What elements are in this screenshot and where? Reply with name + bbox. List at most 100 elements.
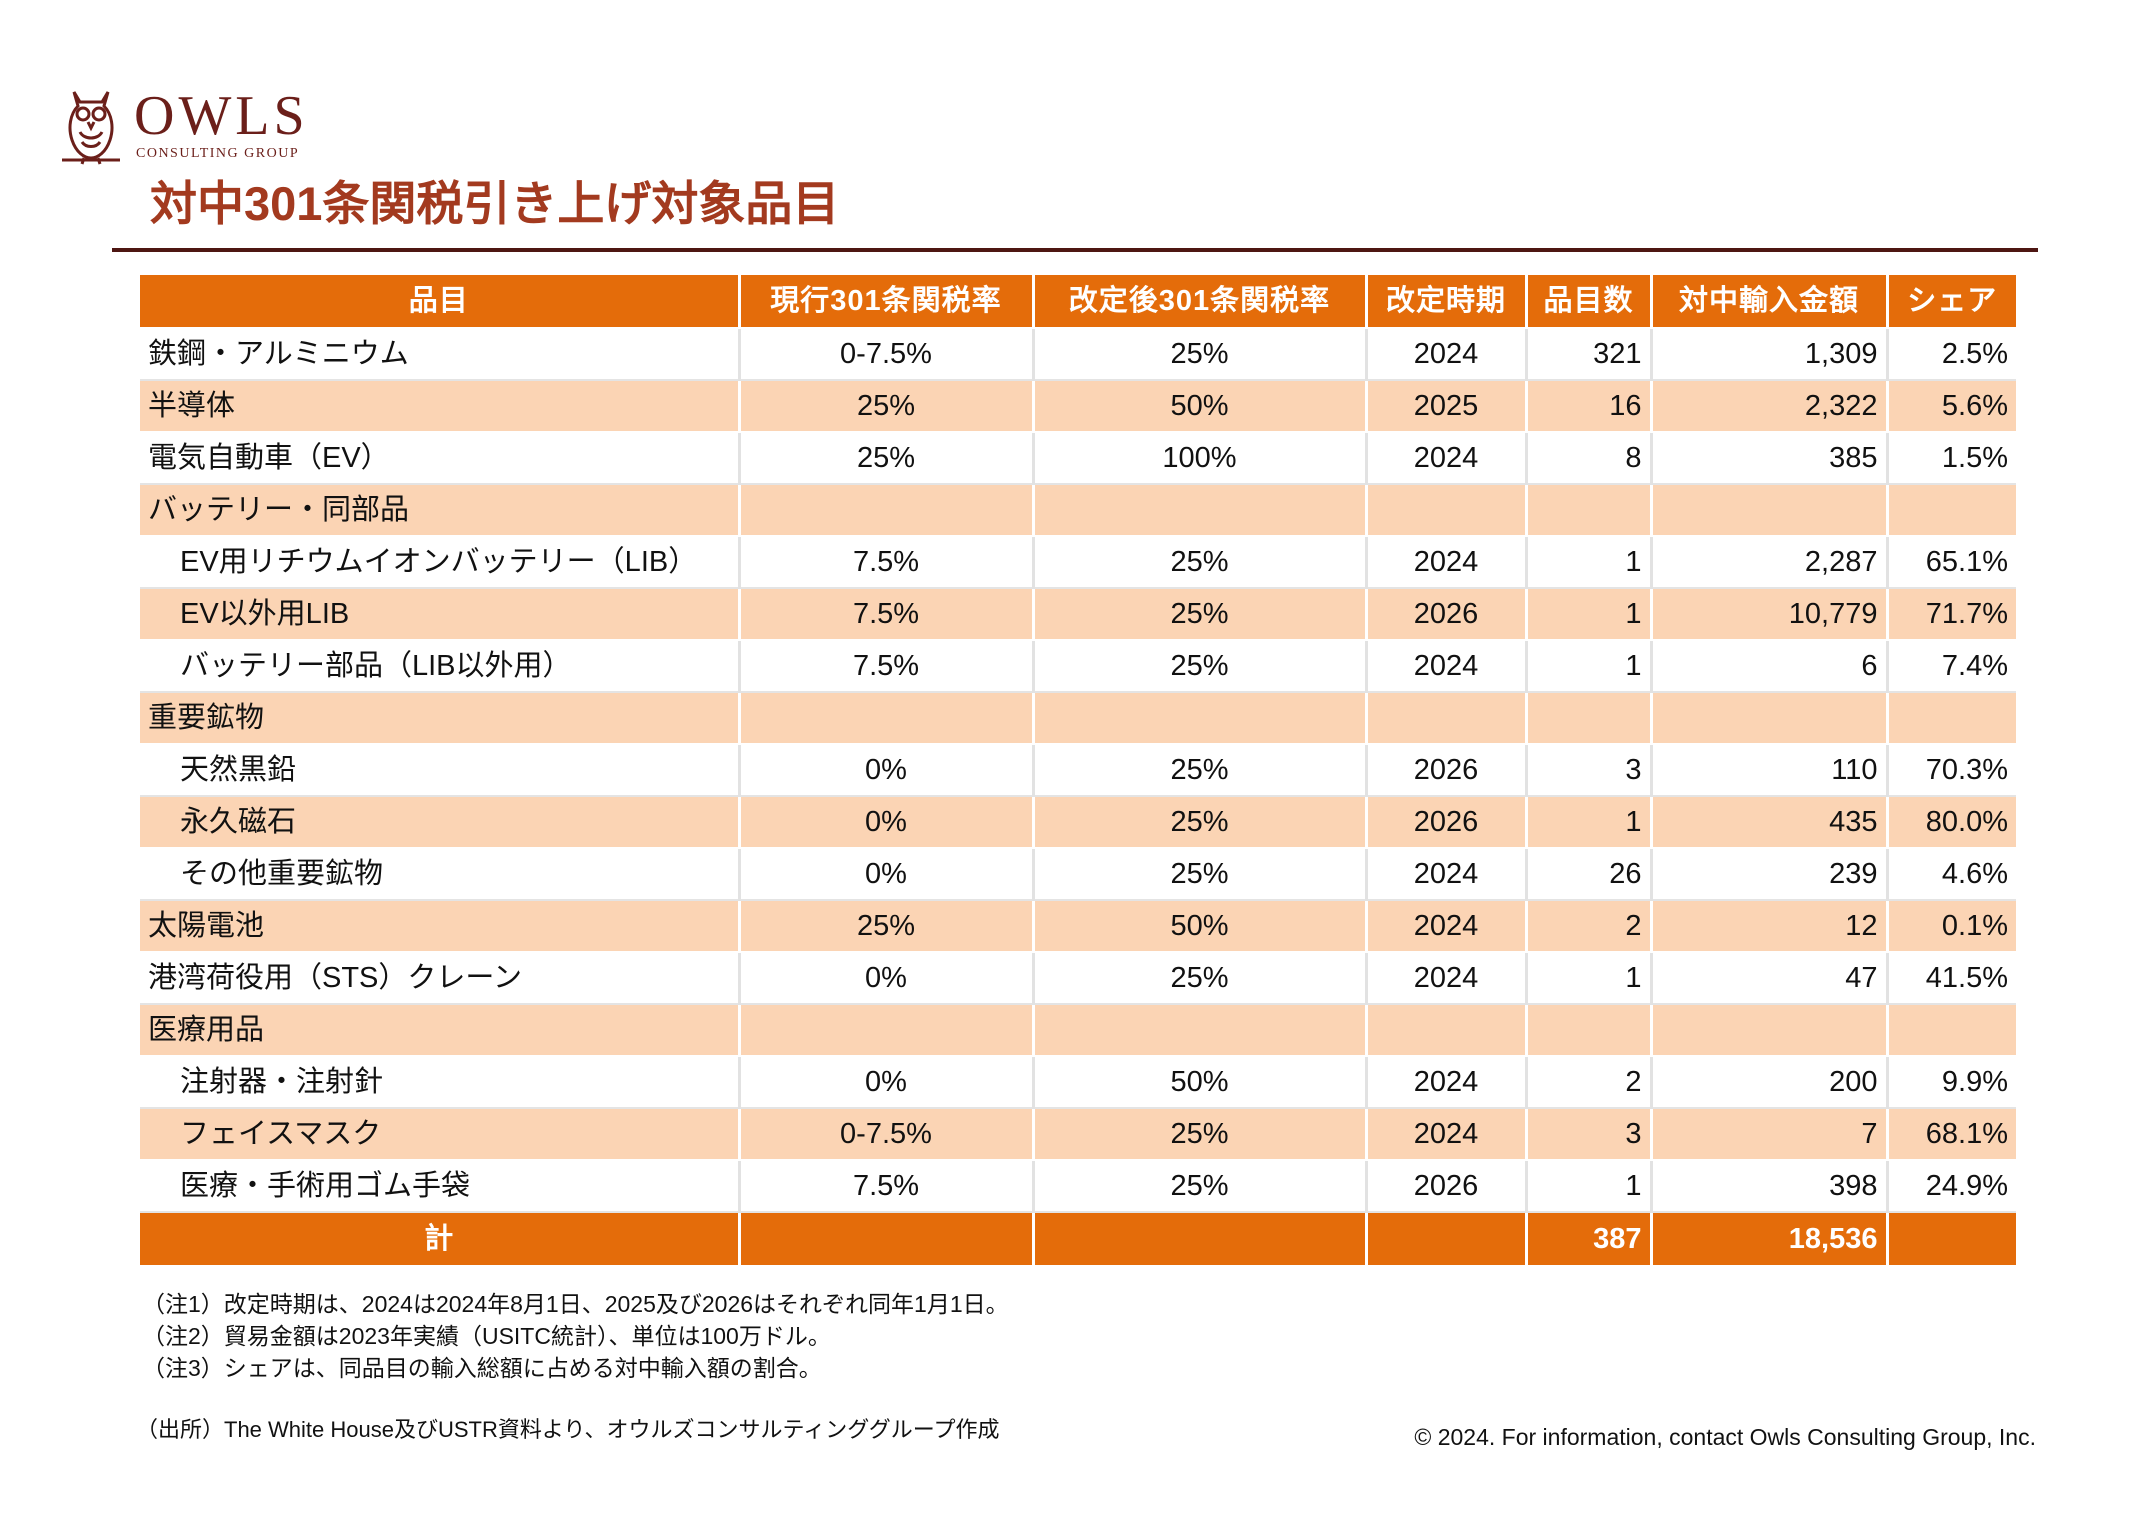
col-header-timing: 改定時期 <box>1366 275 1528 329</box>
table-row: フェイスマスク 0-7.5% 25% 2024 3 7 68.1% <box>140 1108 2016 1161</box>
cell-revised-rate <box>1033 692 1368 745</box>
cell-item-count: 1 <box>1526 640 1653 693</box>
cell-item-name: 港湾荷役用（STS）クレーン <box>140 952 741 1005</box>
col-header-current-rate: 現行301条関税率 <box>739 275 1035 329</box>
table-row: EV用リチウムイオンバッテリー（LIB） 7.5% 25% 2024 1 2,287 65.… <box>140 536 2016 589</box>
footnote-3: （注3）シェアは、同品目の輸入総額に占める対中輸入額の割合。 <box>142 1355 822 1381</box>
cell-revised-rate: 25% <box>1033 848 1368 901</box>
cell-share: 24.9% <box>1887 1160 2016 1213</box>
cell-item-name: その他重要鉱物 <box>140 848 741 901</box>
table-row: 天然黒鉛 0% 25% 2026 3 110 70.3% <box>140 744 2016 797</box>
cell-item-name: EV以外用LIB <box>140 588 741 641</box>
cell-import-amount: 2,287 <box>1651 536 1889 589</box>
cell-share: 80.0% <box>1887 796 2016 849</box>
table-row: バッテリー部品（LIB以外用） 7.5% 25% 2024 1 6 7.4% <box>140 640 2016 693</box>
cell-share: 2.5% <box>1887 328 2016 381</box>
cell-revised-rate: 25% <box>1033 588 1368 641</box>
cell-revised-rate: 25% <box>1033 328 1368 381</box>
cell-item-count: 1 <box>1526 536 1653 589</box>
cell-current-rate <box>739 484 1035 537</box>
table-header-row: 品目 現行301条関税率 改定後301条関税率 改定時期 品目数 対中輸入金額 … <box>140 275 2016 329</box>
total-current-empty <box>739 1212 1035 1265</box>
table-row: 医療用品 <box>140 1004 2016 1057</box>
cell-import-amount: 200 <box>1651 1056 1889 1109</box>
footnote-2: （注2）貿易金額は2023年実績（USITC統計）、単位は100万ドル。 <box>142 1323 831 1349</box>
footnotes: （注1）改定時期は、2024は2024年8月1日、2025及び2026はそれぞれ… <box>142 1288 1009 1384</box>
table-row: 医療・手術用ゴム手袋 7.5% 25% 2026 1 398 24.9% <box>140 1160 2016 1213</box>
cell-item-count: 1 <box>1526 588 1653 641</box>
cell-item-count <box>1526 1004 1653 1057</box>
total-timing-empty <box>1366 1212 1528 1265</box>
cell-item-count <box>1526 484 1653 537</box>
cell-item-count: 321 <box>1526 328 1653 381</box>
title-divider <box>112 248 2038 252</box>
owl-icon <box>62 91 120 165</box>
cell-revised-rate: 50% <box>1033 380 1368 433</box>
cell-share: 1.5% <box>1887 432 2016 485</box>
total-revised-empty <box>1033 1212 1368 1265</box>
cell-import-amount: 1,309 <box>1651 328 1889 381</box>
cell-timing: 2024 <box>1366 848 1528 901</box>
cell-timing: 2024 <box>1366 432 1528 485</box>
cell-revised-rate <box>1033 484 1368 537</box>
tariff-table: 品目 現行301条関税率 改定後301条関税率 改定時期 品目数 対中輸入金額 … <box>140 275 2016 1265</box>
cell-item-count: 16 <box>1526 380 1653 433</box>
cell-import-amount: 239 <box>1651 848 1889 901</box>
cell-revised-rate: 100% <box>1033 432 1368 485</box>
cell-current-rate: 0% <box>739 1056 1035 1109</box>
cell-timing: 2024 <box>1366 900 1528 953</box>
cell-current-rate: 7.5% <box>739 1160 1035 1213</box>
cell-item-name: バッテリー部品（LIB以外用） <box>140 640 741 693</box>
cell-item-name: 半導体 <box>140 380 741 433</box>
cell-current-rate: 25% <box>739 432 1035 485</box>
cell-timing: 2026 <box>1366 744 1528 797</box>
cell-import-amount <box>1651 692 1889 745</box>
table-row: 注射器・注射針 0% 50% 2024 2 200 9.9% <box>140 1056 2016 1109</box>
cell-current-rate: 25% <box>739 900 1035 953</box>
cell-item-count: 1 <box>1526 1160 1653 1213</box>
cell-item-name: 医療用品 <box>140 1004 741 1057</box>
cell-item-name: バッテリー・同部品 <box>140 484 741 537</box>
cell-revised-rate: 25% <box>1033 796 1368 849</box>
cell-timing: 2026 <box>1366 588 1528 641</box>
cell-item-name: 電気自動車（EV） <box>140 432 741 485</box>
cell-import-amount: 10,779 <box>1651 588 1889 641</box>
cell-current-rate: 7.5% <box>739 536 1035 589</box>
cell-revised-rate: 25% <box>1033 1108 1368 1161</box>
cell-current-rate: 0% <box>739 848 1035 901</box>
col-header-share: シェア <box>1887 275 2016 329</box>
cell-share: 4.6% <box>1887 848 2016 901</box>
col-header-revised-rate: 改定後301条関税率 <box>1033 275 1368 329</box>
cell-import-amount: 398 <box>1651 1160 1889 1213</box>
cell-share: 7.4% <box>1887 640 2016 693</box>
cell-item-name: フェイスマスク <box>140 1108 741 1161</box>
cell-share: 0.1% <box>1887 900 2016 953</box>
cell-revised-rate <box>1033 1004 1368 1057</box>
source-note: （出所）The White House及びUSTR資料より、オウルズコンサルティ… <box>136 1417 1000 1442</box>
cell-current-rate: 0% <box>739 796 1035 849</box>
cell-timing <box>1366 1004 1528 1057</box>
total-amount: 18,536 <box>1651 1212 1889 1265</box>
cell-current-rate: 7.5% <box>739 588 1035 641</box>
cell-current-rate: 25% <box>739 380 1035 433</box>
cell-revised-rate: 25% <box>1033 744 1368 797</box>
copyright-note: © 2024. For information, contact Owls Co… <box>1414 1424 2036 1450</box>
cell-revised-rate: 50% <box>1033 900 1368 953</box>
cell-timing: 2026 <box>1366 1160 1528 1213</box>
cell-item-count: 1 <box>1526 952 1653 1005</box>
col-header-count: 品目数 <box>1526 275 1653 329</box>
cell-item-name: 天然黒鉛 <box>140 744 741 797</box>
cell-timing: 2025 <box>1366 380 1528 433</box>
cell-revised-rate: 50% <box>1033 1056 1368 1109</box>
cell-item-count: 1 <box>1526 796 1653 849</box>
cell-timing: 2024 <box>1366 328 1528 381</box>
cell-item-count: 3 <box>1526 1108 1653 1161</box>
cell-item-name: 鉄鋼・アルミニウム <box>140 328 741 381</box>
cell-import-amount <box>1651 1004 1889 1057</box>
cell-item-name: 医療・手術用ゴム手袋 <box>140 1160 741 1213</box>
table-row: 港湾荷役用（STS）クレーン 0% 25% 2024 1 47 41.5% <box>140 952 2016 1005</box>
cell-item-count: 2 <box>1526 1056 1653 1109</box>
cell-import-amount: 47 <box>1651 952 1889 1005</box>
cell-current-rate: 7.5% <box>739 640 1035 693</box>
cell-share: 9.9% <box>1887 1056 2016 1109</box>
